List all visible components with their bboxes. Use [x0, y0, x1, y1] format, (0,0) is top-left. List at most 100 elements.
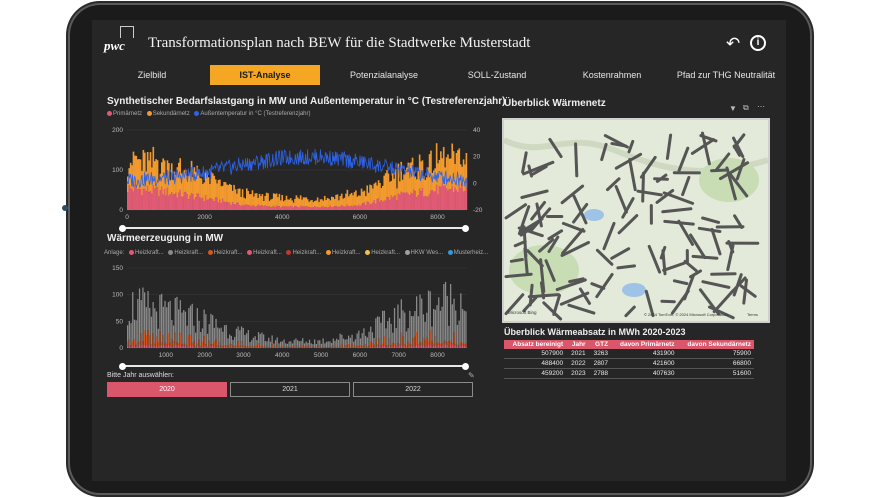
- year-button-2020[interactable]: 2020: [107, 382, 227, 397]
- generation-bar-grey: [283, 339, 285, 348]
- secondary-area-bar: [454, 163, 456, 188]
- primary-area-bar: [230, 205, 233, 210]
- secondary-area-bar: [263, 200, 265, 207]
- primary-area-bar: [346, 204, 349, 210]
- generation-bar-grey: [198, 320, 200, 340]
- year-button-2021[interactable]: 2021: [230, 382, 350, 397]
- secondary-area-bar: [318, 201, 320, 208]
- primary-area-bar: [370, 203, 373, 210]
- generation-bar-red: [302, 347, 304, 348]
- secondary-area-bar: [291, 200, 293, 207]
- legend-item-8: HKW Wes...: [410, 250, 444, 257]
- generation-bar-grey: [393, 307, 396, 344]
- generation-bar-orange: [375, 338, 377, 347]
- load-range-slider[interactable]: [119, 224, 469, 232]
- heat-network-map[interactable]: Microsoft Bing © 2024 TomTom, © 2024 Mic…: [502, 118, 770, 323]
- col-gtz[interactable]: GTZ: [588, 340, 612, 349]
- secondary-area-bar: [182, 174, 184, 197]
- primary-area-bar: [367, 202, 370, 210]
- secondary-area-bar: [223, 181, 225, 202]
- primary-area-bar: [459, 187, 462, 210]
- generation-bar-orange: [402, 336, 404, 346]
- col-jahr[interactable]: Jahr: [566, 340, 589, 349]
- generation-bar-orange: [354, 345, 357, 348]
- more-icon[interactable]: ⋯: [757, 102, 765, 111]
- primary-area-bar: [450, 189, 452, 210]
- generation-bar-orange: [434, 336, 436, 346]
- generation-bar-orange: [376, 344, 379, 347]
- secondary-area-bar: [217, 180, 220, 203]
- info-icon[interactable]: i: [750, 35, 766, 51]
- generation-bar-grey: [409, 310, 411, 344]
- generation-bar-orange: [373, 344, 375, 348]
- y-tick-label: 0: [119, 207, 123, 214]
- network-segment: [712, 289, 735, 314]
- generation-bar-grey: [365, 335, 367, 345]
- primary-area-bar: [282, 205, 285, 210]
- generation-bar-grey: [280, 341, 282, 348]
- secondary-area-bar: [153, 161, 156, 189]
- primary-area-bar: [458, 184, 461, 210]
- generation-bar-orange: [341, 343, 343, 348]
- slider-handle-end[interactable]: [462, 224, 469, 232]
- secondary-area-bar: [302, 197, 305, 207]
- network-segment: [662, 261, 687, 272]
- tab-zielbild[interactable]: Zielbild: [137, 70, 167, 80]
- generation-bar-grey: [351, 334, 353, 344]
- generation-bar-red: [242, 346, 244, 348]
- secondary-area-bar: [445, 157, 448, 189]
- back-arrow-icon[interactable]: ↶: [726, 34, 741, 53]
- generation-bar-orange: [193, 341, 195, 347]
- expand-icon[interactable]: ⧉: [743, 103, 749, 112]
- generation-bar-grey: [366, 337, 368, 347]
- generation-bar-red: [314, 347, 316, 348]
- generation-bar-grey: [188, 308, 190, 336]
- tab-soll-zustand[interactable]: SOLL-Zustand: [467, 70, 527, 80]
- tab-ist-analyse[interactable]: IST-Analyse: [210, 65, 320, 85]
- col-absatz[interactable]: Absatz bereinigt: [504, 340, 567, 349]
- eraser-icon[interactable]: ✎: [468, 371, 475, 380]
- slider-handle-end[interactable]: [462, 362, 469, 370]
- cell: 2788: [588, 368, 612, 379]
- tab-kostenrahmen[interactable]: Kostenrahmen: [582, 70, 642, 80]
- generation-bar-red: [402, 345, 404, 348]
- generation-bar-grey: [161, 293, 163, 343]
- generation-bar-grey: [149, 307, 151, 336]
- generation-bar-orange: [429, 330, 431, 345]
- legend-item-4: Heizkraft...: [253, 250, 282, 257]
- generation-range-slider[interactable]: [119, 362, 469, 370]
- generation-bar-orange: [206, 346, 209, 348]
- generation-bar-orange: [222, 346, 224, 348]
- generation-bar-grey: [203, 309, 205, 337]
- map-terms[interactable]: Terms: [747, 312, 758, 317]
- secondary-area-bar: [297, 197, 299, 208]
- secondary-area-bar: [311, 200, 313, 208]
- slider-handle-start[interactable]: [119, 362, 126, 370]
- tab-potenzialanalyse[interactable]: Potenzialanalyse: [349, 70, 419, 80]
- generation-bar-orange: [361, 346, 363, 348]
- year-button-2022[interactable]: 2022: [353, 382, 473, 397]
- generation-bar-red: [363, 346, 365, 348]
- generation-bar-orange: [167, 333, 170, 346]
- col-primaernetz[interactable]: davon Primärnetz: [611, 340, 678, 349]
- primary-area-bar: [203, 201, 206, 210]
- network-segment: [701, 216, 721, 224]
- secondary-area-bar: [363, 190, 366, 203]
- slider-handle-start[interactable]: [119, 224, 126, 232]
- generation-bar-grey: [171, 319, 173, 340]
- generation-bar-orange: [439, 343, 442, 346]
- generation-bar-red: [157, 346, 159, 348]
- generation-bar-grey: [356, 333, 358, 347]
- primary-area-bar: [369, 204, 371, 210]
- filter-icon[interactable]: ▼: [729, 104, 737, 113]
- generation-bar-grey: [235, 328, 238, 346]
- tab-pfad-thg[interactable]: Pfad zur THG Neutralität: [676, 70, 776, 80]
- generation-bar-red: [431, 346, 433, 348]
- generation-bar-orange: [397, 343, 399, 346]
- network-segment: [614, 152, 643, 170]
- primary-area-bar: [457, 192, 459, 210]
- col-sekundaernetz[interactable]: davon Sekundärnetz: [677, 340, 754, 349]
- generation-bar-red: [271, 347, 273, 348]
- generation-bar-orange: [247, 346, 249, 347]
- map-canvas[interactable]: [504, 120, 768, 321]
